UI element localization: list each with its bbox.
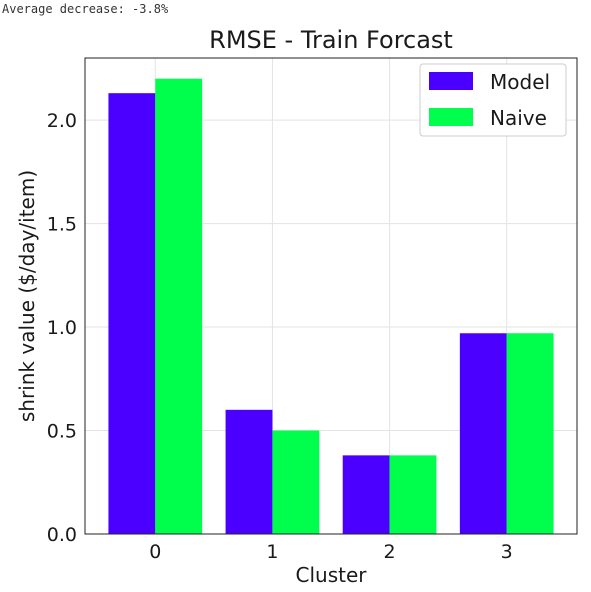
x-tick-label: 1 — [266, 541, 278, 563]
legend-swatch-naive — [429, 108, 473, 126]
bar-model-cluster-2 — [342, 455, 390, 534]
bar-naive-cluster-2 — [389, 455, 437, 534]
y-axis-label: shrink value ($/day/item) — [15, 170, 39, 422]
x-tick-label: 0 — [149, 541, 161, 563]
legend-label-model: Model — [490, 70, 550, 94]
bar-naive-cluster-1 — [272, 430, 320, 534]
bar-model-cluster-3 — [459, 333, 507, 534]
x-tick-labels: 0 1 2 3 — [149, 541, 513, 563]
y-tick-label: 0.5 — [47, 421, 77, 443]
y-tick-labels: 0.0 0.5 1.0 1.5 2.0 — [47, 110, 77, 546]
bar-model-cluster-0 — [108, 93, 156, 534]
x-axis-label: Cluster — [296, 563, 368, 587]
y-tick-label: 2.0 — [47, 110, 77, 132]
x-tick-label: 3 — [501, 541, 513, 563]
legend-label-naive: Naive — [490, 106, 547, 130]
bar-naive-cluster-0 — [155, 78, 203, 535]
legend-swatch-model — [429, 72, 473, 90]
y-tick-label: 1.0 — [47, 317, 77, 339]
y-tick-label: 0.0 — [47, 524, 77, 546]
bar-model-cluster-1 — [225, 409, 273, 534]
chart-title: RMSE - Train Forcast — [209, 26, 453, 54]
legend: Model Naive — [419, 63, 567, 137]
bar-naive-cluster-3 — [506, 333, 554, 534]
legend-items: Model Naive — [429, 70, 550, 130]
x-tick-label: 2 — [384, 541, 396, 563]
y-tick-label: 1.5 — [47, 214, 77, 236]
bars — [108, 78, 554, 535]
cell-output-text: Average decrease: -3.8% — [2, 2, 169, 16]
plot-frame — [84, 57, 578, 535]
